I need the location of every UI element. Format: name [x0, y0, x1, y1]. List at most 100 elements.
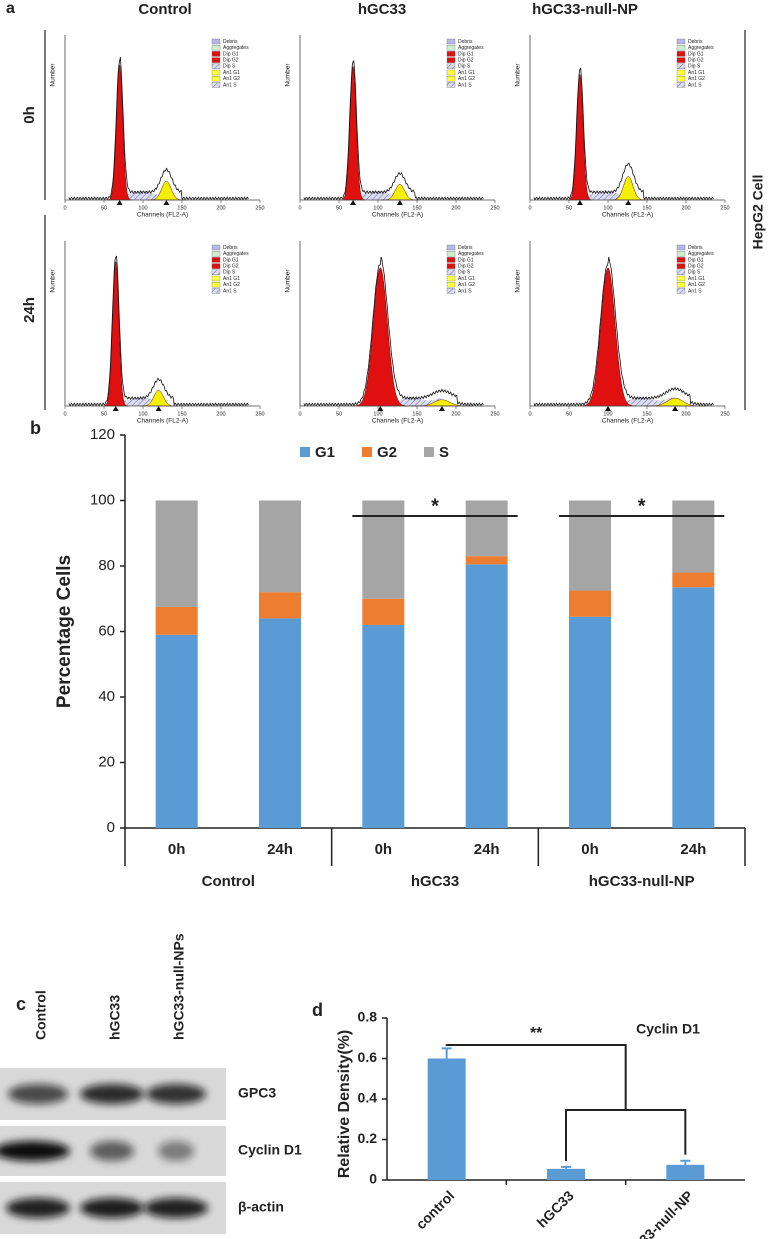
- lane-label: hGC33-null-NPs: [171, 933, 187, 1040]
- panel-label: a: [6, 0, 15, 17]
- legend-label: Dip S: [223, 270, 236, 276]
- legend-label: An1 G2: [688, 76, 705, 82]
- legend-swatch: [446, 45, 456, 51]
- legend-label: Debris: [458, 245, 473, 251]
- legend-swatch: [446, 288, 456, 294]
- legend-swatch: [676, 63, 686, 69]
- y-tick-label: 0.4: [358, 1090, 378, 1106]
- column-title: Control: [138, 1, 191, 18]
- x-tick-label: 0h: [581, 841, 599, 858]
- x-tick-label: 0: [298, 411, 301, 417]
- x-tick-label: 200: [451, 205, 460, 211]
- blot-band: [144, 1198, 208, 1218]
- g1-peak: [352, 267, 409, 407]
- legend-swatch: [676, 275, 686, 282]
- x-axis-label: Channels (FL2-A): [372, 418, 423, 425]
- legend-label: G2: [377, 444, 397, 461]
- band-label: GPC3: [238, 1085, 276, 1101]
- legend-swatch: [362, 447, 372, 457]
- histogram: 0 50 100 150 200 250 Channels (FL2-A) Number Deb…: [285, 241, 500, 425]
- legend-swatch: [211, 251, 221, 257]
- legend-label: An1 G1: [223, 276, 240, 282]
- legend-swatch: [211, 51, 221, 57]
- y-tick-label: 0.8: [358, 1009, 378, 1025]
- legend-swatch: [446, 269, 456, 275]
- legend-label: Debris: [688, 39, 703, 45]
- legend-swatch: [676, 57, 686, 63]
- legend-label: An1 G2: [458, 76, 475, 82]
- g1-peak: [340, 65, 366, 201]
- legend-swatch: [446, 38, 456, 45]
- y-tick-label: 0.2: [358, 1130, 378, 1146]
- legend-swatch: [211, 275, 221, 282]
- legend-swatch: [424, 447, 434, 457]
- bar-segment: [465, 564, 508, 828]
- legend-label: Dip G1: [458, 257, 474, 263]
- legend-swatch: [211, 38, 221, 45]
- legend-label: Dip S: [458, 64, 471, 70]
- column-title: hGC33: [358, 1, 406, 18]
- x-tick-label: 150: [642, 205, 651, 211]
- histogram: 0 50 100 150 200 250 Channels (FL2-A) Number Deb…: [50, 241, 265, 425]
- x-tick-label: 100: [138, 205, 147, 211]
- legend-label: Aggregates: [458, 251, 484, 257]
- x-tick-label: hGC33-null-NP: [615, 1187, 696, 1239]
- legend-label: Aggregates: [688, 45, 714, 51]
- legend-label: An1 G2: [458, 282, 475, 288]
- legend-swatch: [211, 288, 221, 294]
- histogram: 0 50 100 150 200 250 Channels (FL2-A) Number Deb…: [515, 241, 730, 425]
- blot-band: [6, 1198, 70, 1218]
- y-axis-label: Number: [515, 269, 522, 293]
- error-bar: [561, 1165, 571, 1169]
- bar-segment: [465, 556, 508, 565]
- x-tick-label: 250: [255, 205, 264, 211]
- legend-swatch: [446, 263, 456, 269]
- legend-label: An1 S: [688, 82, 702, 88]
- blot-band: [90, 1141, 134, 1161]
- legend-swatch: [211, 69, 221, 76]
- x-tick-label: 50: [336, 411, 342, 417]
- x-axis-label: Channels (FL2-A): [137, 212, 188, 219]
- legend-swatch: [211, 257, 221, 263]
- bar: [427, 1058, 466, 1180]
- chart-title: Cyclin D1: [636, 1021, 700, 1037]
- x-tick-label: 100: [373, 205, 382, 211]
- legend-swatch: [446, 51, 456, 57]
- y-axis-label: Number: [50, 63, 57, 87]
- x-tick-label: 250: [720, 205, 729, 211]
- y-tick-label: 20: [98, 753, 115, 770]
- x-tick-label: 250: [490, 411, 499, 417]
- bar-segment: [569, 616, 611, 828]
- x-tick-label: 50: [336, 205, 342, 211]
- x-tick-label: 50: [566, 205, 572, 211]
- bar-segment: [259, 618, 301, 828]
- x-tick-label: 0: [63, 205, 66, 211]
- x-tick-label: 150: [642, 411, 651, 417]
- legend-swatch: [446, 282, 456, 288]
- legend-label: Dip G2: [223, 264, 239, 270]
- legend-swatch: [676, 282, 686, 288]
- panel-label: d: [312, 1000, 323, 1020]
- x-tick-label: 200: [216, 205, 225, 211]
- histogram-trace: [303, 60, 484, 201]
- lane-label: hGC33: [107, 995, 123, 1040]
- histogram: 0 50 100 150 200 250 Channels (FL2-A) Number Deb…: [285, 35, 500, 219]
- blot-band: [146, 1084, 206, 1104]
- x-tick-label: 150: [412, 411, 421, 417]
- legend-swatch: [211, 63, 221, 69]
- legend-label: An1 S: [223, 288, 237, 294]
- peak-marker: [155, 406, 162, 411]
- peak-marker: [625, 200, 632, 205]
- x-axis-label: Channels (FL2-A): [602, 418, 653, 425]
- blot-band: [80, 1198, 144, 1218]
- significance-label: *: [431, 495, 439, 517]
- histogram: 0 50 100 150 200 250 Channels (FL2-A) Number Deb…: [50, 35, 265, 219]
- legend-swatch: [300, 447, 310, 457]
- legend-swatch: [676, 269, 686, 275]
- legend-label: Dip G1: [223, 51, 239, 57]
- g1-peak: [102, 260, 129, 407]
- bar: [666, 1164, 705, 1180]
- y-axis-label: Number: [515, 63, 522, 87]
- row-label: 24h: [21, 297, 38, 323]
